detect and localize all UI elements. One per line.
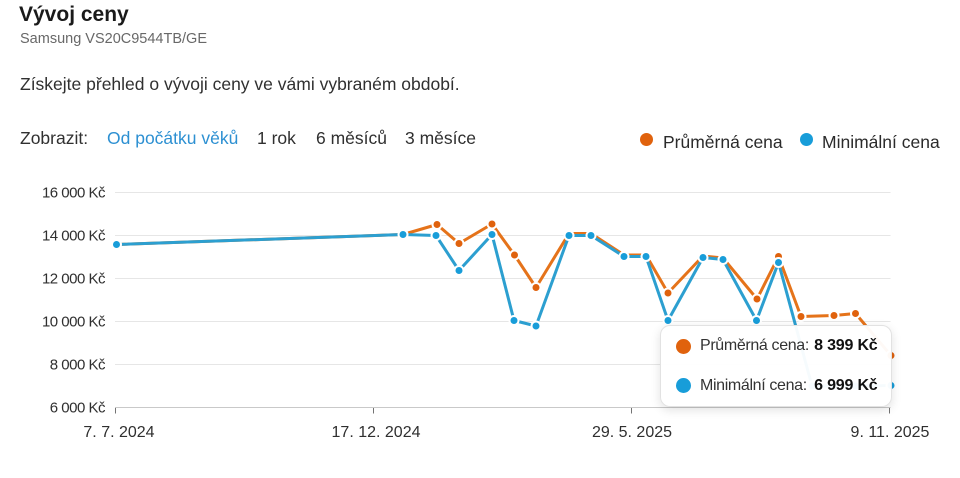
svg-text:8 000 Kč: 8 000 Kč — [50, 357, 106, 374]
svg-text:12 000 Kč: 12 000 Kč — [42, 271, 106, 288]
svg-text:14 000 Kč: 14 000 Kč — [42, 228, 106, 245]
svg-text:7. 7. 2024: 7. 7. 2024 — [83, 424, 154, 441]
svg-text:16 000 Kč: 16 000 Kč — [42, 185, 106, 202]
svg-text:9. 11. 2025: 9. 11. 2025 — [851, 424, 930, 441]
svg-text:17. 12. 2024: 17. 12. 2024 — [332, 424, 421, 441]
svg-text:29. 5. 2025: 29. 5. 2025 — [592, 424, 672, 441]
svg-text:6 000 Kč: 6 000 Kč — [50, 400, 106, 417]
svg-text:10 000 Kč: 10 000 Kč — [42, 314, 106, 331]
